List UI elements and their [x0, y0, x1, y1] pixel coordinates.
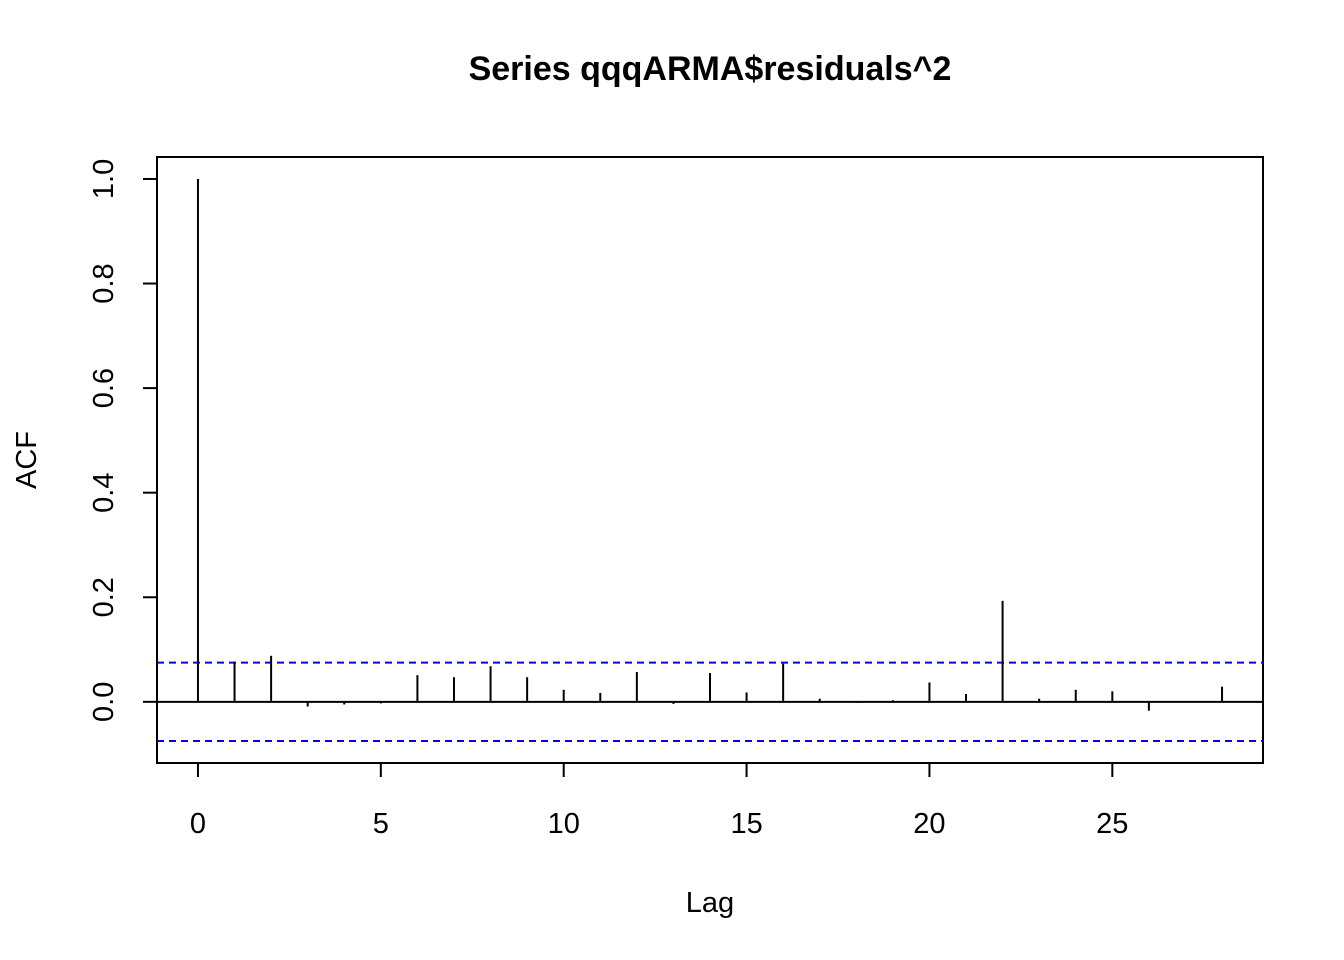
x-tick-label: 20 — [913, 808, 945, 840]
x-tick-label: 5 — [373, 808, 389, 840]
y-tick-label: 0.6 — [88, 368, 120, 408]
y-tick-label: 0.0 — [88, 682, 120, 722]
y-tick-label: 0.4 — [88, 473, 120, 513]
x-axis: 0 5 10 15 20 25 — [190, 762, 1128, 840]
y-axis-label: ACF — [11, 431, 43, 489]
y-tick-label: 1.0 — [88, 159, 120, 199]
x-tick-label: 10 — [548, 808, 580, 840]
x-axis-label: Lag — [686, 887, 734, 919]
y-axis: 0.0 0.2 0.4 0.6 0.8 1.0 — [88, 159, 158, 722]
plot-marks — [157, 178, 1263, 743]
y-tick-label: 0.2 — [88, 577, 120, 617]
x-tick-label: 25 — [1096, 808, 1128, 840]
x-tick-label: 0 — [190, 808, 206, 840]
y-tick-label: 0.8 — [88, 263, 120, 303]
plot-frame — [156, 156, 1264, 764]
chart-title: Series qqqARMA$residuals^2 — [469, 50, 952, 88]
x-tick-label: 15 — [730, 808, 762, 840]
